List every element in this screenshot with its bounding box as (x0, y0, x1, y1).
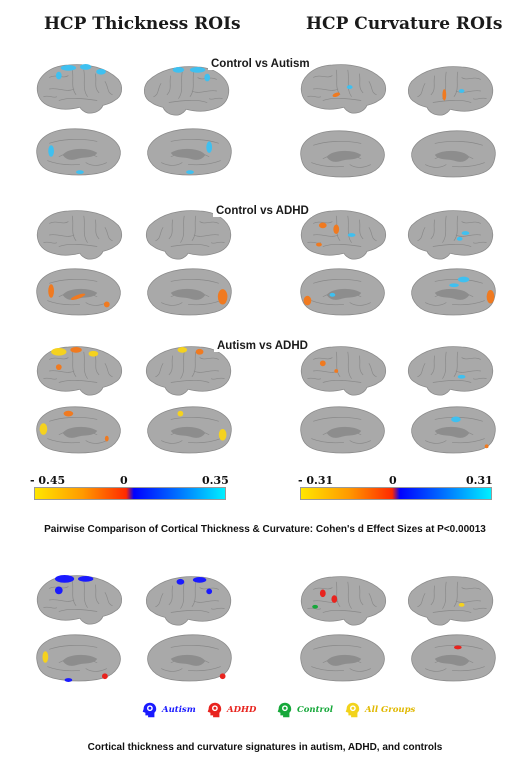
brain-curv-ah-lat-r (407, 346, 494, 396)
brain-thick-ah-lat-r (145, 346, 232, 396)
legend-label-control: Control (297, 705, 333, 715)
brain-curv-ch-lat-l (300, 210, 387, 260)
curvature-colorbar-min: - 0.31 (298, 474, 334, 487)
brain-sig-curv-lat-l (300, 576, 387, 626)
head-icon-autism (142, 702, 157, 718)
brain-curv-ch-lat-r (407, 210, 494, 260)
legend-item-autism: Autism (140, 701, 196, 719)
legend-label-all-groups: All Groups (365, 705, 416, 715)
brain-thick-ah-lat-l (36, 346, 123, 396)
brain-curv-ch-med-r (411, 268, 496, 316)
comparison-label-autism-adhd: Autism vs ADHD (214, 340, 311, 352)
brain-sig-curv-lat-r (407, 576, 494, 626)
brain-curv-ah-med-r (411, 406, 496, 454)
brain-thick-ca-med-l (36, 128, 121, 176)
brain-thick-ca-lat-r (143, 66, 230, 116)
curvature-column-title: HCP Curvature ROIs (306, 14, 503, 34)
brain-thick-ch-lat-l (36, 210, 123, 260)
head-icon-all-groups (345, 702, 360, 718)
legend-item-adhd: ADHD (205, 701, 256, 719)
brain-sig-thick-med-r (147, 634, 232, 682)
brain-thick-ch-lat-r (145, 210, 232, 260)
brain-thick-ca-med-r (147, 128, 232, 176)
brain-sig-thick-lat-l (36, 575, 123, 625)
brain-sig-thick-med-l (36, 634, 121, 682)
thickness-column-title: HCP Thickness ROIs (44, 14, 241, 34)
brain-sig-curv-med-l (300, 634, 385, 682)
curvature-colorbar (300, 487, 492, 500)
brain-sig-thick-lat-r (145, 576, 232, 626)
effect-size-caption: Pairwise Comparison of Cortical Thicknes… (44, 524, 486, 535)
comparison-label-control-adhd: Control vs ADHD (213, 205, 312, 217)
thickness-colorbar-min: - 0.45 (30, 474, 66, 487)
brain-curv-ca-med-r (411, 130, 496, 178)
brain-thick-ah-med-r (147, 406, 232, 454)
brain-thick-ch-med-r (147, 268, 232, 316)
brain-curv-ch-med-l (300, 268, 385, 316)
thickness-colorbar-zero: 0 (120, 474, 128, 487)
comparison-label-control-autism: Control vs Autism (208, 58, 313, 70)
brain-curv-ca-med-l (300, 130, 385, 178)
legend-label-autism: Autism (162, 705, 196, 715)
legend-item-all-groups: All Groups (343, 701, 415, 719)
brain-curv-ca-lat-l (300, 64, 387, 114)
brain-thick-ch-med-l (36, 268, 121, 316)
signature-caption: Cortical thickness and curvature signatu… (87, 742, 443, 753)
curvature-colorbar-zero: 0 (389, 474, 397, 487)
curvature-colorbar-max: 0.31 (466, 474, 493, 487)
thickness-colorbar-max: 0.35 (202, 474, 229, 487)
head-icon-adhd (207, 702, 222, 718)
legend-item-control: Control (275, 701, 333, 719)
brain-sig-curv-med-r (411, 634, 496, 682)
head-icon-control (277, 702, 292, 718)
brain-curv-ah-med-l (300, 406, 385, 454)
thickness-colorbar (34, 487, 226, 500)
legend-label-adhd: ADHD (227, 705, 257, 715)
brain-curv-ca-lat-r (407, 66, 494, 116)
brain-thick-ca-lat-l (36, 64, 123, 114)
brain-curv-ah-lat-l (300, 346, 387, 396)
brain-thick-ah-med-l (36, 406, 121, 454)
